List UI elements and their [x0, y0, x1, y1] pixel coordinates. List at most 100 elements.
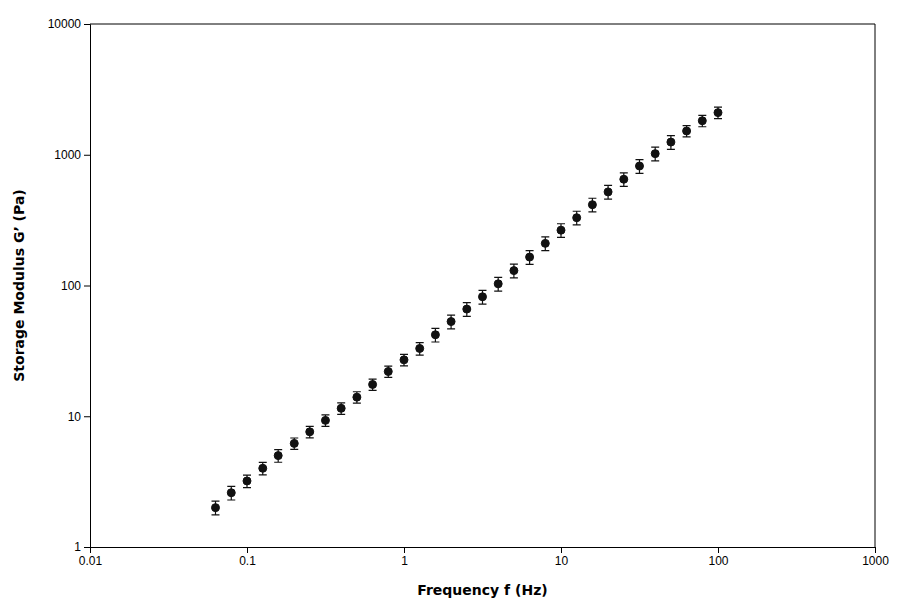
tick-label: 100	[708, 554, 728, 568]
point	[683, 127, 691, 135]
error-bar	[698, 115, 706, 126]
y-axis: 1 10 100 1000 10000	[48, 17, 91, 554]
point	[667, 138, 675, 146]
error-bar	[369, 379, 377, 390]
tick: 1	[74, 540, 90, 554]
point	[479, 293, 487, 301]
tick: 1	[401, 547, 408, 568]
tick-label: 10	[555, 554, 569, 568]
point	[353, 393, 361, 401]
tick-label: 100	[61, 279, 81, 293]
point	[698, 117, 706, 125]
y-axis-title: Storage Modulus G’ (Pa)	[11, 189, 27, 381]
chart-svg: 0.01 0.1 1 10 100 1000 1 10 100 1000 10000 Frequenc…	[0, 0, 911, 613]
error-bar	[557, 224, 565, 238]
error-bar	[447, 315, 455, 329]
point	[541, 239, 549, 247]
point	[337, 404, 345, 412]
tick-mark	[718, 547, 719, 553]
axis-line	[84, 25, 91, 548]
error-bar	[620, 173, 628, 187]
tick-mark	[875, 547, 876, 553]
frame-line	[875, 24, 876, 547]
tick-mark	[84, 24, 90, 25]
plot-area: 0.01 0.1 1 10 100 1000 1 10 100 1000 10000	[48, 17, 890, 567]
point	[259, 464, 267, 472]
error-bar	[211, 501, 219, 515]
tick-mark	[84, 286, 90, 287]
error-bar	[353, 392, 361, 403]
tick: 10000	[48, 17, 90, 31]
error-bar	[573, 211, 581, 225]
error-bar	[321, 415, 329, 426]
error-bar	[416, 343, 424, 356]
tick-label: 1	[74, 540, 81, 554]
error-bar	[243, 475, 251, 488]
tick: 100	[708, 547, 728, 568]
tick-mark	[84, 547, 90, 548]
error-bar	[526, 251, 534, 265]
tick-label: 1000	[862, 554, 889, 568]
tick-label: 10000	[48, 17, 82, 31]
frame-line	[90, 24, 875, 25]
tick-label: 0.01	[79, 554, 103, 568]
tick-label: 0.1	[239, 554, 256, 568]
tick: 1000	[862, 547, 889, 568]
error-bar	[494, 277, 502, 291]
x-axis-title: Frequency f (Hz)	[417, 582, 547, 598]
point	[227, 489, 235, 497]
error-bar	[463, 303, 471, 317]
axis-line	[91, 548, 876, 554]
point	[416, 344, 424, 352]
point	[714, 109, 722, 117]
error-bar	[683, 126, 691, 137]
point	[290, 439, 298, 447]
tick-label: 1000	[54, 148, 81, 162]
point	[510, 267, 518, 275]
error-bar	[604, 185, 612, 199]
tick: 10	[555, 547, 569, 568]
point	[620, 175, 628, 183]
tick: 0.1	[239, 547, 256, 568]
tick: 10	[68, 410, 90, 424]
error-bar	[541, 237, 549, 251]
error-bar	[306, 426, 314, 437]
tick-mark	[247, 547, 248, 553]
tick: 0.01	[79, 547, 103, 568]
point	[463, 305, 471, 313]
point	[494, 280, 502, 288]
tick-label: 1	[401, 554, 408, 568]
point	[274, 452, 282, 460]
tick-mark	[84, 155, 90, 156]
point	[431, 331, 439, 339]
point	[604, 188, 612, 196]
marks	[211, 107, 722, 515]
error-bar	[400, 354, 408, 365]
point	[573, 214, 581, 222]
tick: 1000	[54, 148, 90, 162]
point	[526, 253, 534, 261]
error-bar	[431, 328, 439, 342]
chart-container: 0.01 0.1 1 10 100 1000 1 10 100 1000 10000 Frequenc…	[0, 0, 911, 613]
point	[636, 162, 644, 170]
point	[588, 201, 596, 209]
error-bar	[651, 147, 659, 161]
point	[306, 428, 314, 436]
error-bar	[259, 462, 267, 475]
error-bar	[337, 403, 345, 414]
point	[651, 150, 659, 158]
error-bar	[510, 264, 518, 278]
point	[557, 226, 565, 234]
point	[447, 318, 455, 326]
tick-mark	[561, 547, 562, 553]
error-bar	[274, 450, 282, 463]
error-bar	[667, 136, 675, 150]
point	[384, 367, 392, 375]
point	[400, 356, 408, 364]
error-bar	[384, 366, 392, 377]
error-bar	[290, 438, 298, 449]
tick-mark	[84, 416, 90, 417]
error-bar	[478, 290, 486, 304]
error-bar	[714, 107, 722, 118]
error-bar	[635, 160, 643, 174]
